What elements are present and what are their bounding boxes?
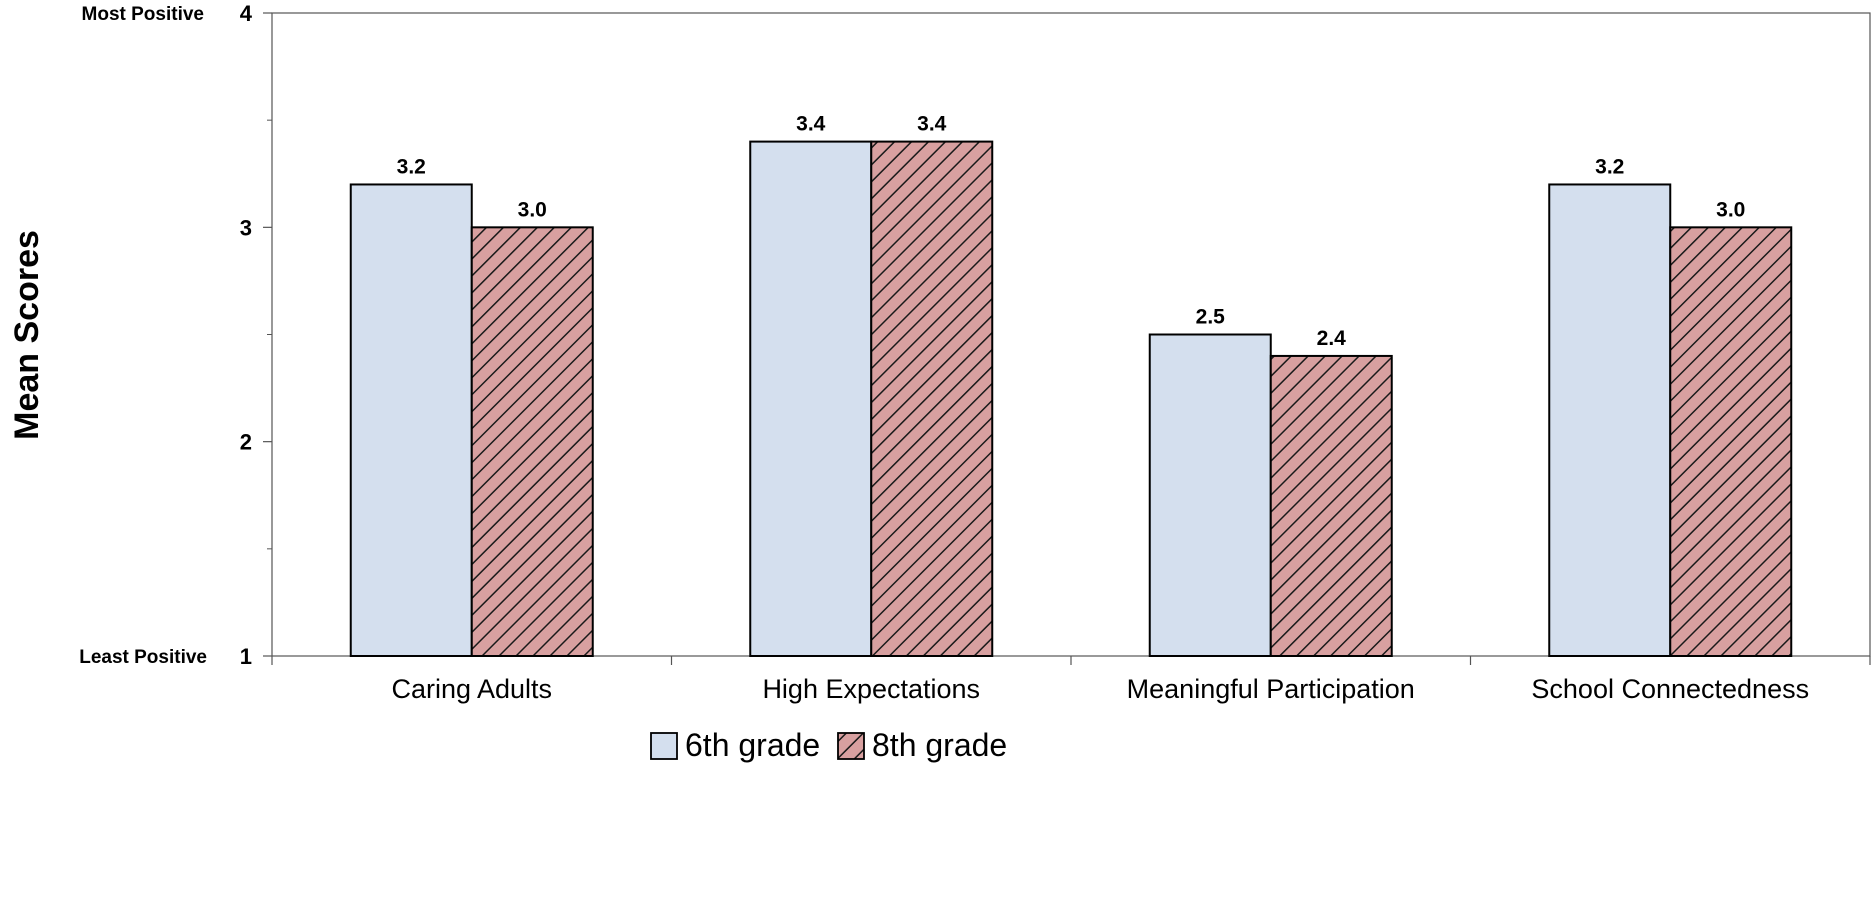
bar-8th-grade <box>870 140 994 658</box>
y-anchor-bottom-label: Least Positive <box>79 647 207 668</box>
data-label: 2.4 <box>1317 327 1347 350</box>
data-label: 3.2 <box>397 155 426 178</box>
bar-8th-grade <box>470 226 594 657</box>
x-category-label: School Connectedness <box>1531 674 1809 704</box>
bar-8th-grade <box>1669 226 1793 657</box>
legend: 6th grade 8th grade <box>650 727 1007 763</box>
y-tick-label: 4 <box>240 1 253 26</box>
x-category-label: Meaningful Participation <box>1127 674 1415 704</box>
bars <box>349 140 1793 658</box>
legend-swatch <box>837 732 865 760</box>
x-category-label: High Expectations <box>762 674 980 704</box>
legend-swatch <box>650 732 678 760</box>
bar-8th-grade <box>1269 354 1393 657</box>
data-label: 3.4 <box>796 113 826 136</box>
data-label: 3.4 <box>917 113 947 136</box>
y-tick-label: 3 <box>240 215 252 240</box>
x-axis: Caring Adults High Expectations Meaningful… <box>271 656 1871 704</box>
y-tick-label: 1 <box>240 644 252 669</box>
data-labels: 3.2 3.4 2.5 3.2 3.0 3.4 2.4 3.0 <box>397 113 1746 350</box>
legend-label: 8th grade <box>872 727 1007 763</box>
data-label: 3.0 <box>518 198 547 221</box>
y-tick-label: 2 <box>240 430 252 455</box>
data-label: 2.5 <box>1196 306 1226 329</box>
legend-label: 6th grade <box>685 727 820 763</box>
bar-6th-grade <box>349 183 473 657</box>
bar-6th-grade <box>749 140 873 658</box>
x-category-label: Caring Adults <box>391 674 552 704</box>
y-axis: 1 2 3 4 Most Positive Least Positive <box>79 1 272 669</box>
data-label: 3.0 <box>1716 198 1745 221</box>
y-anchor-top-label: Most Positive <box>82 4 204 25</box>
bar-6th-grade <box>1148 333 1272 657</box>
y-axis-title: Mean Scores <box>8 230 46 440</box>
bar-6th-grade <box>1548 183 1672 657</box>
data-label: 3.2 <box>1595 155 1624 178</box>
